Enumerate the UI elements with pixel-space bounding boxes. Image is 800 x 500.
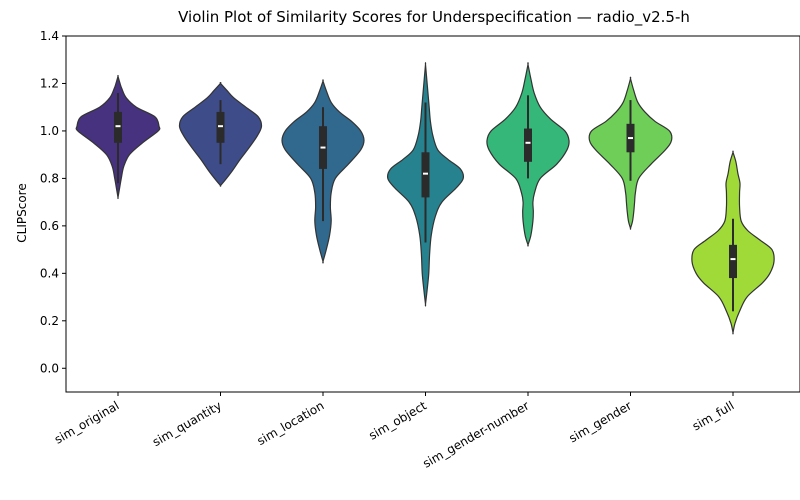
- x-tick-label: sim_original: [52, 398, 121, 446]
- x-tick-label: sim_full: [690, 398, 737, 433]
- y-axis-ticks: 0.0 0.2 0.4 0.6 0.8 1.0 1.2 1.4: [40, 29, 66, 375]
- iqr-box-sim_original: [114, 111, 122, 143]
- boxes-layer: [114, 92, 737, 312]
- y-axis-label: CLIPScore: [15, 183, 29, 242]
- x-tick-label: sim_gender: [567, 398, 635, 445]
- y-tick-label: 0.4: [40, 266, 59, 280]
- x-tick-label: sim_object: [366, 398, 429, 442]
- iqr-box-sim_gender-number: [524, 128, 532, 162]
- x-axis-ticks: sim_original sim_quantity sim_location sim_…: [52, 392, 737, 471]
- chart-title: Violin Plot of Similarity Scores for Und…: [178, 8, 690, 27]
- x-tick-label: sim_location: [255, 398, 327, 448]
- iqr-box-sim_full: [729, 244, 737, 279]
- plot-frame: [65, 35, 800, 393]
- iqr-box-sim_quantity: [216, 111, 225, 143]
- y-tick-label: 1.0: [40, 124, 59, 138]
- y-tick-label: 0.0: [40, 361, 59, 375]
- x-tick-label: sim_quantity: [150, 398, 224, 449]
- y-tick-label: 0.6: [40, 219, 59, 233]
- x-tick-label: sim_gender-number: [420, 398, 531, 470]
- iqr-box-sim_object: [421, 152, 430, 198]
- y-tick-label: 1.4: [40, 29, 59, 43]
- y-tick-label: 1.2: [40, 76, 59, 90]
- y-tick-label: 0.2: [40, 314, 59, 328]
- y-tick-label: 0.8: [40, 171, 59, 185]
